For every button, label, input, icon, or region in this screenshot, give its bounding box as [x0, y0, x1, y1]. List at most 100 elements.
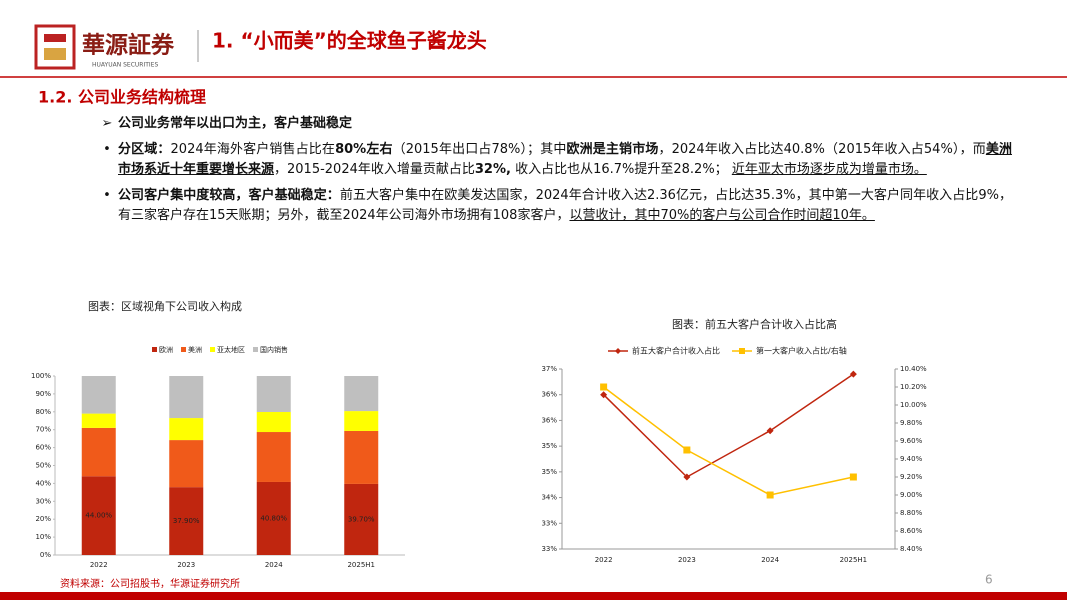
- y-tick-label: 100%: [31, 372, 51, 380]
- y-tick-label: 34%: [541, 494, 557, 502]
- bullet-text: 公司业务常年以出口为主，客户基础稳定: [118, 114, 1012, 134]
- bar-segment: [344, 376, 379, 412]
- x-tick-label: 2022: [90, 561, 108, 569]
- legend-swatch: [210, 347, 215, 352]
- legend-label: 前五大客户合计收入占比: [632, 346, 720, 356]
- legend-swatch: [152, 347, 157, 352]
- y-tick-label: 10.20%: [900, 383, 927, 391]
- footer-bar: [0, 592, 1067, 600]
- bar-segment: [256, 376, 291, 412]
- point: [600, 391, 608, 399]
- bullet: ➢ 公司业务常年以出口为主，客户基础稳定: [96, 114, 1012, 134]
- x-tick-label: 2024: [761, 556, 779, 564]
- legend-swatch: [253, 347, 258, 352]
- bar-segment: [256, 481, 291, 555]
- logo-sub: HUAYUAN SECURITIES: [92, 62, 158, 69]
- y-tick-label: 0%: [40, 551, 51, 559]
- y-tick-label: 10.40%: [900, 365, 927, 373]
- point: [766, 491, 774, 499]
- y-tick-label: 30%: [35, 497, 51, 505]
- page-number: 6: [985, 573, 993, 587]
- x-tick-label: 2024: [265, 561, 283, 569]
- series-line: [603, 373, 854, 478]
- section-title: 1.2. 公司业务结构梳理: [38, 88, 206, 107]
- y-tick-label: 9.20%: [900, 473, 923, 481]
- x-tick-label: 2025H1: [840, 556, 868, 564]
- bar-segment: [344, 430, 379, 484]
- y-tick-label: 35%: [541, 468, 557, 476]
- data-label: 39.70%: [348, 515, 375, 523]
- text-run: ，2015-2024年收入增量贡献占比: [274, 162, 475, 177]
- text-run: 分区域：: [118, 142, 171, 157]
- chart-caption: 图表：区域视角下公司收入构成: [88, 299, 242, 313]
- bullet: • 公司客户集中度较高，客户基础稳定：前五大客户集中在欧美发达国家，2024年合计…: [96, 186, 1012, 226]
- chart-caption: 图表：前五大客户合计收入占比高: [672, 317, 837, 331]
- y-tick-label: 9.00%: [900, 491, 923, 499]
- bar-segment: [169, 440, 204, 488]
- text-run: 2024年海外客户销售占比在: [170, 142, 336, 157]
- text-run: （2015年出口占78%）；其中: [392, 142, 567, 157]
- text-run: 美洲市场系近十年重要增长来源: [118, 142, 1012, 177]
- x-tick-label: 2023: [177, 561, 195, 569]
- legend-label: 亚太地区: [217, 345, 245, 354]
- source: 资料来源：公司招股书，华源证券研究所: [60, 577, 240, 590]
- y-tick-label: 8.60%: [900, 527, 923, 535]
- text-run: 近年亚太市场逐步成为增量市场。: [731, 162, 927, 177]
- y-tick-label: 36%: [541, 391, 557, 399]
- y-tick-label: 37%: [541, 365, 557, 373]
- y-tick-label: 60%: [35, 444, 51, 452]
- y-tick-label: 9.80%: [900, 419, 923, 427]
- title: 1. “小而美”的全球鱼子酱龙头: [212, 29, 487, 53]
- y-tick-label: 8.40%: [900, 545, 923, 553]
- bar-segment: [81, 376, 116, 414]
- text-run: 公司业务常年以出口为主，客户基础稳定: [118, 116, 353, 131]
- y-tick-label: 80%: [35, 408, 51, 416]
- y-tick-label: 10.00%: [900, 401, 927, 409]
- legend-swatch: [181, 347, 186, 352]
- point: [683, 446, 691, 454]
- y-tick-label: 36%: [541, 416, 557, 424]
- legend-marker: [615, 348, 621, 354]
- text-run: ，2024年收入占比达40.8%（2015年收入占54%），而: [658, 142, 986, 157]
- bar-segment: [169, 418, 204, 441]
- bar-segment: [344, 483, 379, 555]
- text-run: 以营收计，其中70%的客户与公司合作时间超10年。: [569, 208, 875, 223]
- data-label: 40.80%: [260, 514, 287, 522]
- text-run: 公司客户集中度较高，客户基础稳定：: [118, 188, 340, 203]
- y-tick-label: 33%: [541, 519, 557, 527]
- bar-segment: [256, 411, 291, 433]
- point: [683, 473, 691, 481]
- point: [766, 427, 774, 435]
- bullet-text: 公司客户集中度较高，客户基础稳定：前五大客户集中在欧美发达国家，2024年合计收…: [118, 186, 1012, 226]
- data-label: 37.90%: [173, 517, 200, 525]
- bullet: • 分区域：2024年海外客户销售占比在80%左右（2015年出口占78%）；其中…: [96, 140, 1012, 180]
- bar-segment: [81, 413, 116, 428]
- data-label: 44.00%: [85, 512, 112, 520]
- point: [600, 383, 608, 391]
- bar-segment: [81, 427, 116, 477]
- bullets: ➢ 公司业务常年以出口为主，客户基础稳定 • 分区域：2024年海外客户销售占比在80…: [96, 114, 1012, 232]
- point: [849, 370, 857, 378]
- x-tick-label: 2023: [678, 556, 696, 564]
- y-tick-label: 20%: [35, 515, 51, 523]
- y-tick-label: 50%: [35, 462, 51, 470]
- logo-name: 華源証券: [82, 32, 175, 59]
- legend-marker: [739, 348, 745, 354]
- y-tick-label: 9.40%: [900, 455, 923, 463]
- bullet-marker: ➢: [101, 116, 113, 131]
- bar-segment: [344, 411, 379, 431]
- y-tick-label: 70%: [35, 426, 51, 434]
- x-tick-label: 2022: [595, 556, 613, 564]
- x-tick-label: 2025H1: [347, 561, 375, 569]
- y-tick-label: 9.60%: [900, 437, 923, 445]
- y-tick-label: 40%: [35, 479, 51, 487]
- text-run: 32%,: [474, 162, 511, 177]
- bar-segment: [256, 432, 291, 482]
- y-tick-label: 35%: [541, 442, 557, 450]
- y-tick-label: 8.80%: [900, 509, 923, 517]
- series-line: [603, 386, 854, 496]
- bullet-text: 分区域：2024年海外客户销售占比在80%左右（2015年出口占78%）；其中欧…: [118, 140, 1012, 180]
- point: [849, 473, 857, 481]
